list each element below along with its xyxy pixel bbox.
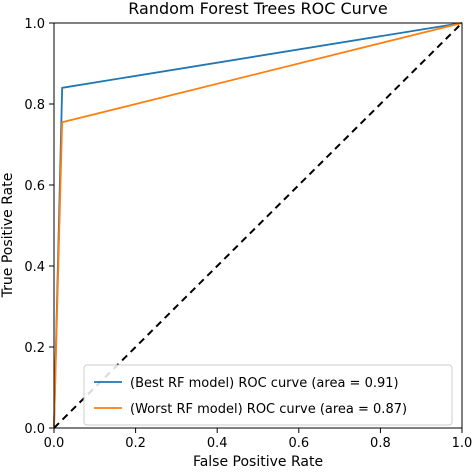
- ticks-layer: 0.0 0.2 0.4 0.6 0.8 1.0 0.0 0.2 0.4 0.6 0.8 1.0: [24, 17, 472, 451]
- legend-label: (Worst RF model) ROC curve (area = 0.87): [130, 402, 407, 417]
- y-tick-label: 0.0: [24, 422, 45, 437]
- series-layer: [53, 22, 463, 429]
- y-tick-label: 1.0: [24, 17, 45, 32]
- roc-curve-line-1: [53, 22, 463, 429]
- x-axis-label: False Positive Rate: [193, 454, 323, 470]
- x-tick-label: 0.4: [207, 436, 228, 451]
- y-axis-label: True Positive Rate: [0, 173, 16, 299]
- x-tick-label: 1.0: [452, 436, 473, 451]
- chart-title: Random Forest Trees ROC Curve: [128, 0, 387, 18]
- y-tick-label: 0.4: [24, 260, 45, 275]
- legend-label: (Best RF model) ROC curve (area = 0.91): [130, 376, 399, 391]
- plot-frame: [53, 22, 463, 429]
- x-tick-label: 0.2: [125, 436, 146, 451]
- x-tick-label: 0.6: [288, 436, 309, 451]
- y-tick-label: 0.2: [24, 341, 45, 356]
- legend: (Best RF model) ROC curve (area = 0.91) (…: [83, 364, 453, 426]
- legend-box: [83, 364, 453, 426]
- x-tick-label: 0.0: [44, 436, 65, 451]
- y-tick-label: 0.8: [24, 98, 45, 113]
- x-tick-label: 0.8: [370, 436, 391, 451]
- y-tick-label: 0.6: [24, 179, 45, 194]
